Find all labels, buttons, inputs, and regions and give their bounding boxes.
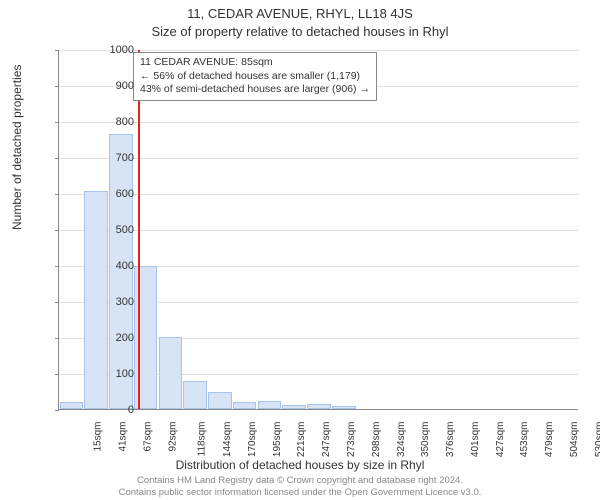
ytick-label: 900 bbox=[84, 80, 134, 92]
y-axis-label: Number of detached properties bbox=[10, 65, 24, 230]
annotation-line: 11 CEDAR AVENUE: 85sqm bbox=[140, 56, 370, 70]
xtick-label: 15sqm bbox=[93, 422, 104, 452]
x-axis-label: Distribution of detached houses by size … bbox=[0, 458, 600, 472]
xtick-label: 530sqm bbox=[594, 422, 600, 458]
ytick-mark bbox=[55, 266, 59, 267]
ytick-label: 600 bbox=[84, 188, 134, 200]
xtick-label: 41sqm bbox=[118, 422, 129, 452]
annotation-line: ← 56% of detached houses are smaller (1,… bbox=[140, 70, 370, 84]
ytick-mark bbox=[55, 194, 59, 195]
ytick-mark bbox=[55, 338, 59, 339]
gridline bbox=[59, 230, 579, 231]
ytick-mark bbox=[55, 122, 59, 123]
chart-area: 11 CEDAR AVENUE: 85sqm← 56% of detached … bbox=[58, 50, 578, 410]
ytick-mark bbox=[55, 410, 59, 411]
ytick-label: 200 bbox=[84, 332, 134, 344]
xtick-label: 67sqm bbox=[142, 422, 153, 452]
xtick-label: 221sqm bbox=[297, 422, 308, 458]
xtick-label: 376sqm bbox=[445, 422, 456, 458]
ytick-label: 1000 bbox=[84, 44, 134, 56]
xtick-label: 170sqm bbox=[247, 422, 258, 458]
plot-region: 11 CEDAR AVENUE: 85sqm← 56% of detached … bbox=[58, 50, 578, 410]
ytick-label: 300 bbox=[84, 296, 134, 308]
reference-line bbox=[138, 50, 140, 409]
xtick-label: 401sqm bbox=[470, 422, 481, 458]
histogram-bar bbox=[60, 402, 84, 409]
ytick-mark bbox=[55, 374, 59, 375]
histogram-bar bbox=[208, 392, 232, 409]
ytick-mark bbox=[55, 86, 59, 87]
histogram-bar bbox=[258, 401, 282, 409]
footer-attribution: Contains HM Land Registry data © Crown c… bbox=[0, 475, 600, 498]
xtick-label: 427sqm bbox=[495, 422, 506, 458]
footer-line1: Contains HM Land Registry data © Crown c… bbox=[0, 475, 600, 486]
xtick-label: 195sqm bbox=[272, 422, 283, 458]
ytick-label: 800 bbox=[84, 116, 134, 128]
ytick-mark bbox=[55, 50, 59, 51]
histogram-bar bbox=[159, 337, 183, 409]
histogram-bar bbox=[332, 406, 356, 409]
chart-container: 11, CEDAR AVENUE, RHYL, LL18 4JS Size of… bbox=[0, 0, 600, 500]
ytick-label: 500 bbox=[84, 224, 134, 236]
histogram-bar bbox=[282, 405, 306, 409]
xtick-label: 350sqm bbox=[420, 422, 431, 458]
ytick-mark bbox=[55, 158, 59, 159]
gridline bbox=[59, 158, 579, 159]
ytick-label: 400 bbox=[84, 260, 134, 272]
ytick-mark bbox=[55, 302, 59, 303]
gridline bbox=[59, 122, 579, 123]
xtick-label: 324sqm bbox=[396, 422, 407, 458]
ytick-label: 0 bbox=[84, 404, 134, 416]
ytick-label: 700 bbox=[84, 152, 134, 164]
ytick-mark bbox=[55, 230, 59, 231]
histogram-bar bbox=[183, 381, 207, 409]
gridline bbox=[59, 194, 579, 195]
chart-title-line2: Size of property relative to detached ho… bbox=[0, 24, 600, 39]
xtick-label: 298sqm bbox=[371, 422, 382, 458]
annotation-box: 11 CEDAR AVENUE: 85sqm← 56% of detached … bbox=[133, 52, 377, 101]
chart-title-line1: 11, CEDAR AVENUE, RHYL, LL18 4JS bbox=[0, 6, 600, 21]
xtick-label: 479sqm bbox=[544, 422, 555, 458]
xtick-label: 118sqm bbox=[197, 422, 208, 457]
ytick-label: 100 bbox=[84, 368, 134, 380]
xtick-label: 504sqm bbox=[569, 422, 580, 458]
xtick-label: 453sqm bbox=[519, 422, 530, 458]
xtick-label: 92sqm bbox=[167, 422, 178, 452]
footer-line2: Contains public sector information licen… bbox=[0, 487, 600, 498]
xtick-label: 144sqm bbox=[222, 422, 233, 458]
xtick-label: 273sqm bbox=[346, 422, 357, 458]
xtick-label: 247sqm bbox=[321, 422, 332, 458]
histogram-bar bbox=[233, 402, 257, 409]
gridline bbox=[59, 50, 579, 51]
histogram-bar bbox=[307, 404, 331, 409]
annotation-line: 43% of semi-detached houses are larger (… bbox=[140, 83, 370, 97]
